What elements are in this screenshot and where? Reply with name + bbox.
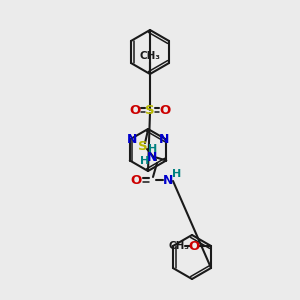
Text: O: O [129,103,141,116]
Text: N: N [159,133,169,146]
Text: S: S [138,140,148,152]
Text: S: S [145,103,155,116]
Text: N: N [147,151,158,164]
Text: O: O [188,239,200,253]
Text: CH₃: CH₃ [169,241,190,251]
Text: CH₃: CH₃ [140,51,160,61]
Text: N: N [127,133,137,146]
Text: O: O [130,173,142,187]
Text: O: O [159,103,171,116]
Text: H: H [172,169,182,179]
Text: H: H [148,145,157,154]
Text: N: N [163,173,173,187]
Text: H: H [140,155,149,166]
